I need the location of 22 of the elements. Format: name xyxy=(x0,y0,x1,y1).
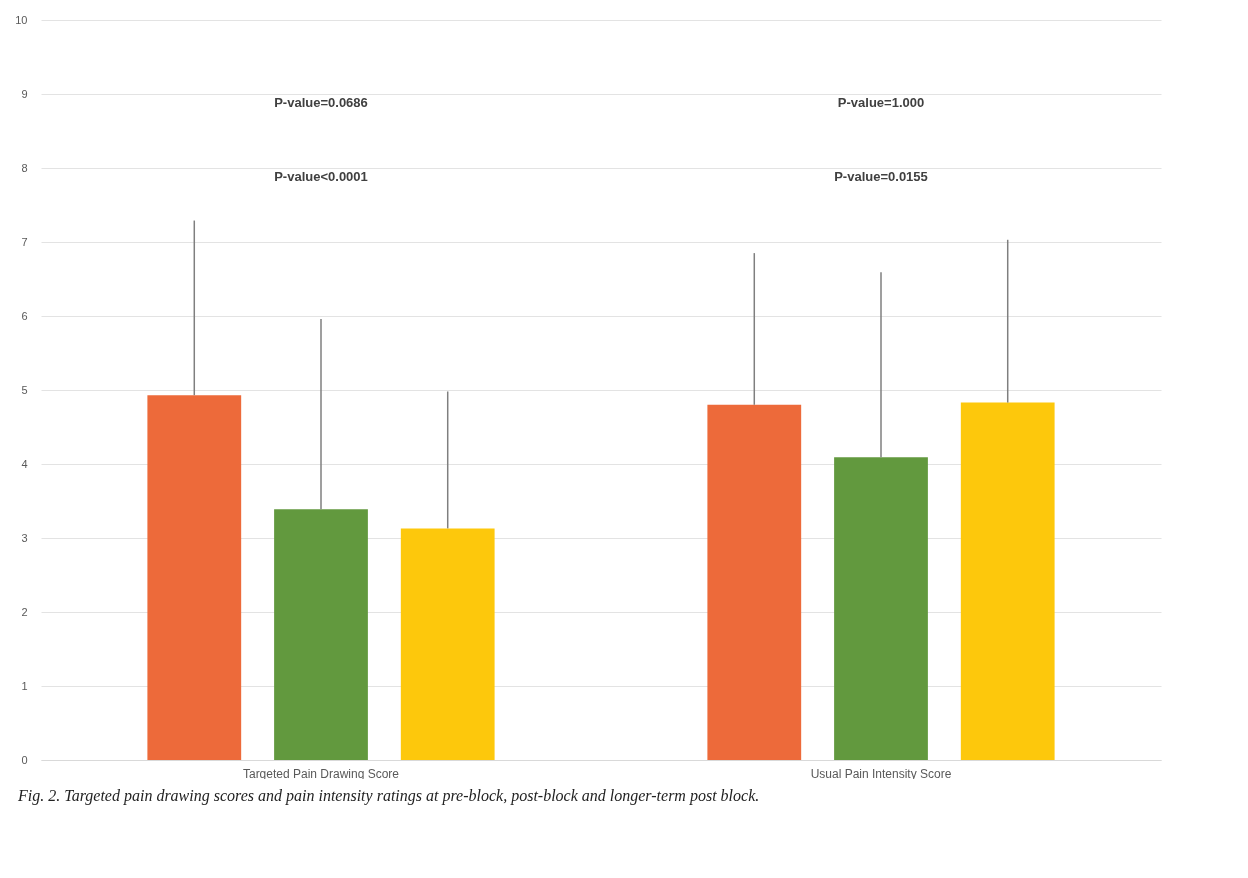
y-tick-label: 9 xyxy=(21,87,28,100)
y-tick-label: 1 xyxy=(21,679,28,692)
annotation: P-value=0.0155 xyxy=(834,169,928,185)
annotation: P-value=0.0686 xyxy=(274,95,368,111)
y-tick-label: 3 xyxy=(21,531,28,544)
y-tick-label: 10 xyxy=(15,13,28,26)
y-tick-label: 2 xyxy=(21,605,28,618)
caption: Fig. 2. Targeted pain drawing scores and pain intensity ratings at pre-block, post-block and longer-term post block. xyxy=(18,787,761,805)
y-tick-label: 8 xyxy=(21,161,28,174)
y-tick-label: 7 xyxy=(21,235,28,248)
bar xyxy=(960,402,1055,760)
bar xyxy=(400,528,495,760)
bar xyxy=(147,395,242,760)
bar xyxy=(274,509,368,760)
y-tick-label: 0 xyxy=(21,753,28,766)
bar xyxy=(707,404,802,760)
annotation: P-value=1.000 xyxy=(837,95,925,111)
y-tick-label: 4 xyxy=(21,457,28,470)
y-tick-label: 5 xyxy=(21,383,28,396)
y-tick-label: 6 xyxy=(21,309,28,322)
bar xyxy=(834,457,928,760)
annotation: P-value<0.0001 xyxy=(274,169,368,185)
